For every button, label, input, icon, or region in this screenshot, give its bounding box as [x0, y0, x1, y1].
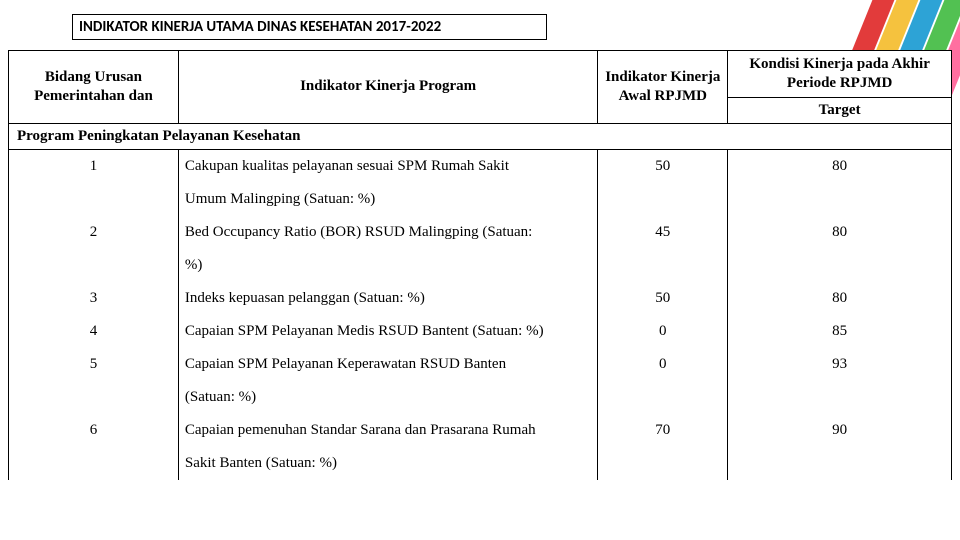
table-row-cont: Sakit Banten (Satuan: %) [9, 447, 952, 480]
page-title: INDIKATOR KINERJA UTAMA DINAS KESEHATAN … [72, 14, 547, 40]
cell-awal: 45 [598, 216, 728, 249]
cell-no: 1 [9, 149, 179, 183]
cell-target: 80 [728, 216, 952, 249]
cell-target: 93 [728, 348, 952, 381]
cell-no-cont [9, 183, 179, 216]
cell-awal-cont [598, 183, 728, 216]
header-target: Target [728, 97, 952, 123]
cell-target: 85 [728, 315, 952, 348]
cell-indikator: Capaian SPM Pelayanan Keperawatan RSUD B… [178, 348, 597, 381]
header-indikator: Indikator Kinerja Program [178, 51, 597, 124]
cell-indikator-cont: %) [178, 249, 597, 282]
section-title: Program Peningkatan Pelayanan Kesehatan [9, 123, 952, 149]
cell-awal: 50 [598, 149, 728, 183]
cell-no-cont [9, 249, 179, 282]
header-bidang: Bidang Urusan Pemerintahan dan [9, 51, 179, 124]
cell-indikator-cont: (Satuan: %) [178, 381, 597, 414]
cell-indikator: Capaian pemenuhan Standar Sarana dan Pra… [178, 414, 597, 447]
cell-target: 90 [728, 414, 952, 447]
header-kondisi: Kondisi Kinerja pada Akhir Periode RPJMD [728, 51, 952, 98]
cell-target: 80 [728, 282, 952, 315]
cell-awal: 0 [598, 315, 728, 348]
cell-target-cont [728, 447, 952, 480]
kpi-table: Bidang Urusan Pemerintahan dan Indikator… [8, 50, 952, 480]
cell-target-cont [728, 249, 952, 282]
table-row: 1 Cakupan kualitas pelayanan sesuai SPM … [9, 149, 952, 183]
table-row: 6 Capaian pemenuhan Standar Sarana dan P… [9, 414, 952, 447]
section-row: Program Peningkatan Pelayanan Kesehatan [9, 123, 952, 149]
cell-awal: 0 [598, 348, 728, 381]
cell-indikator: Indeks kepuasan pelanggan (Satuan: %) [178, 282, 597, 315]
cell-indikator: Capaian SPM Pelayanan Medis RSUD Bantent… [178, 315, 597, 348]
cell-no: 3 [9, 282, 179, 315]
header-awal: Indikator Kinerja Awal RPJMD [598, 51, 728, 124]
cell-awal-cont [598, 249, 728, 282]
cell-no: 2 [9, 216, 179, 249]
cell-awal: 70 [598, 414, 728, 447]
table-row: 4 Capaian SPM Pelayanan Medis RSUD Bante… [9, 315, 952, 348]
cell-indikator: Cakupan kualitas pelayanan sesuai SPM Ru… [178, 149, 597, 183]
cell-indikator: Bed Occupancy Ratio (BOR) RSUD Malingpin… [178, 216, 597, 249]
cell-target: 80 [728, 149, 952, 183]
cell-indikator-cont: Umum Malingping (Satuan: %) [178, 183, 597, 216]
cell-no: 4 [9, 315, 179, 348]
cell-no: 6 [9, 414, 179, 447]
cell-indikator-cont: Sakit Banten (Satuan: %) [178, 447, 597, 480]
table-row-cont: %) [9, 249, 952, 282]
cell-target-cont [728, 183, 952, 216]
table-row-cont: Umum Malingping (Satuan: %) [9, 183, 952, 216]
table-row: 2 Bed Occupancy Ratio (BOR) RSUD Malingp… [9, 216, 952, 249]
cell-no-cont [9, 381, 179, 414]
cell-no: 5 [9, 348, 179, 381]
header-row-1: Bidang Urusan Pemerintahan dan Indikator… [9, 51, 952, 98]
table-row: 3 Indeks kepuasan pelanggan (Satuan: %) … [9, 282, 952, 315]
cell-awal-cont [598, 447, 728, 480]
cell-no-cont [9, 447, 179, 480]
cell-awal: 50 [598, 282, 728, 315]
table-row: 5 Capaian SPM Pelayanan Keperawatan RSUD… [9, 348, 952, 381]
cell-awal-cont [598, 381, 728, 414]
table-row-cont: (Satuan: %) [9, 381, 952, 414]
cell-target-cont [728, 381, 952, 414]
